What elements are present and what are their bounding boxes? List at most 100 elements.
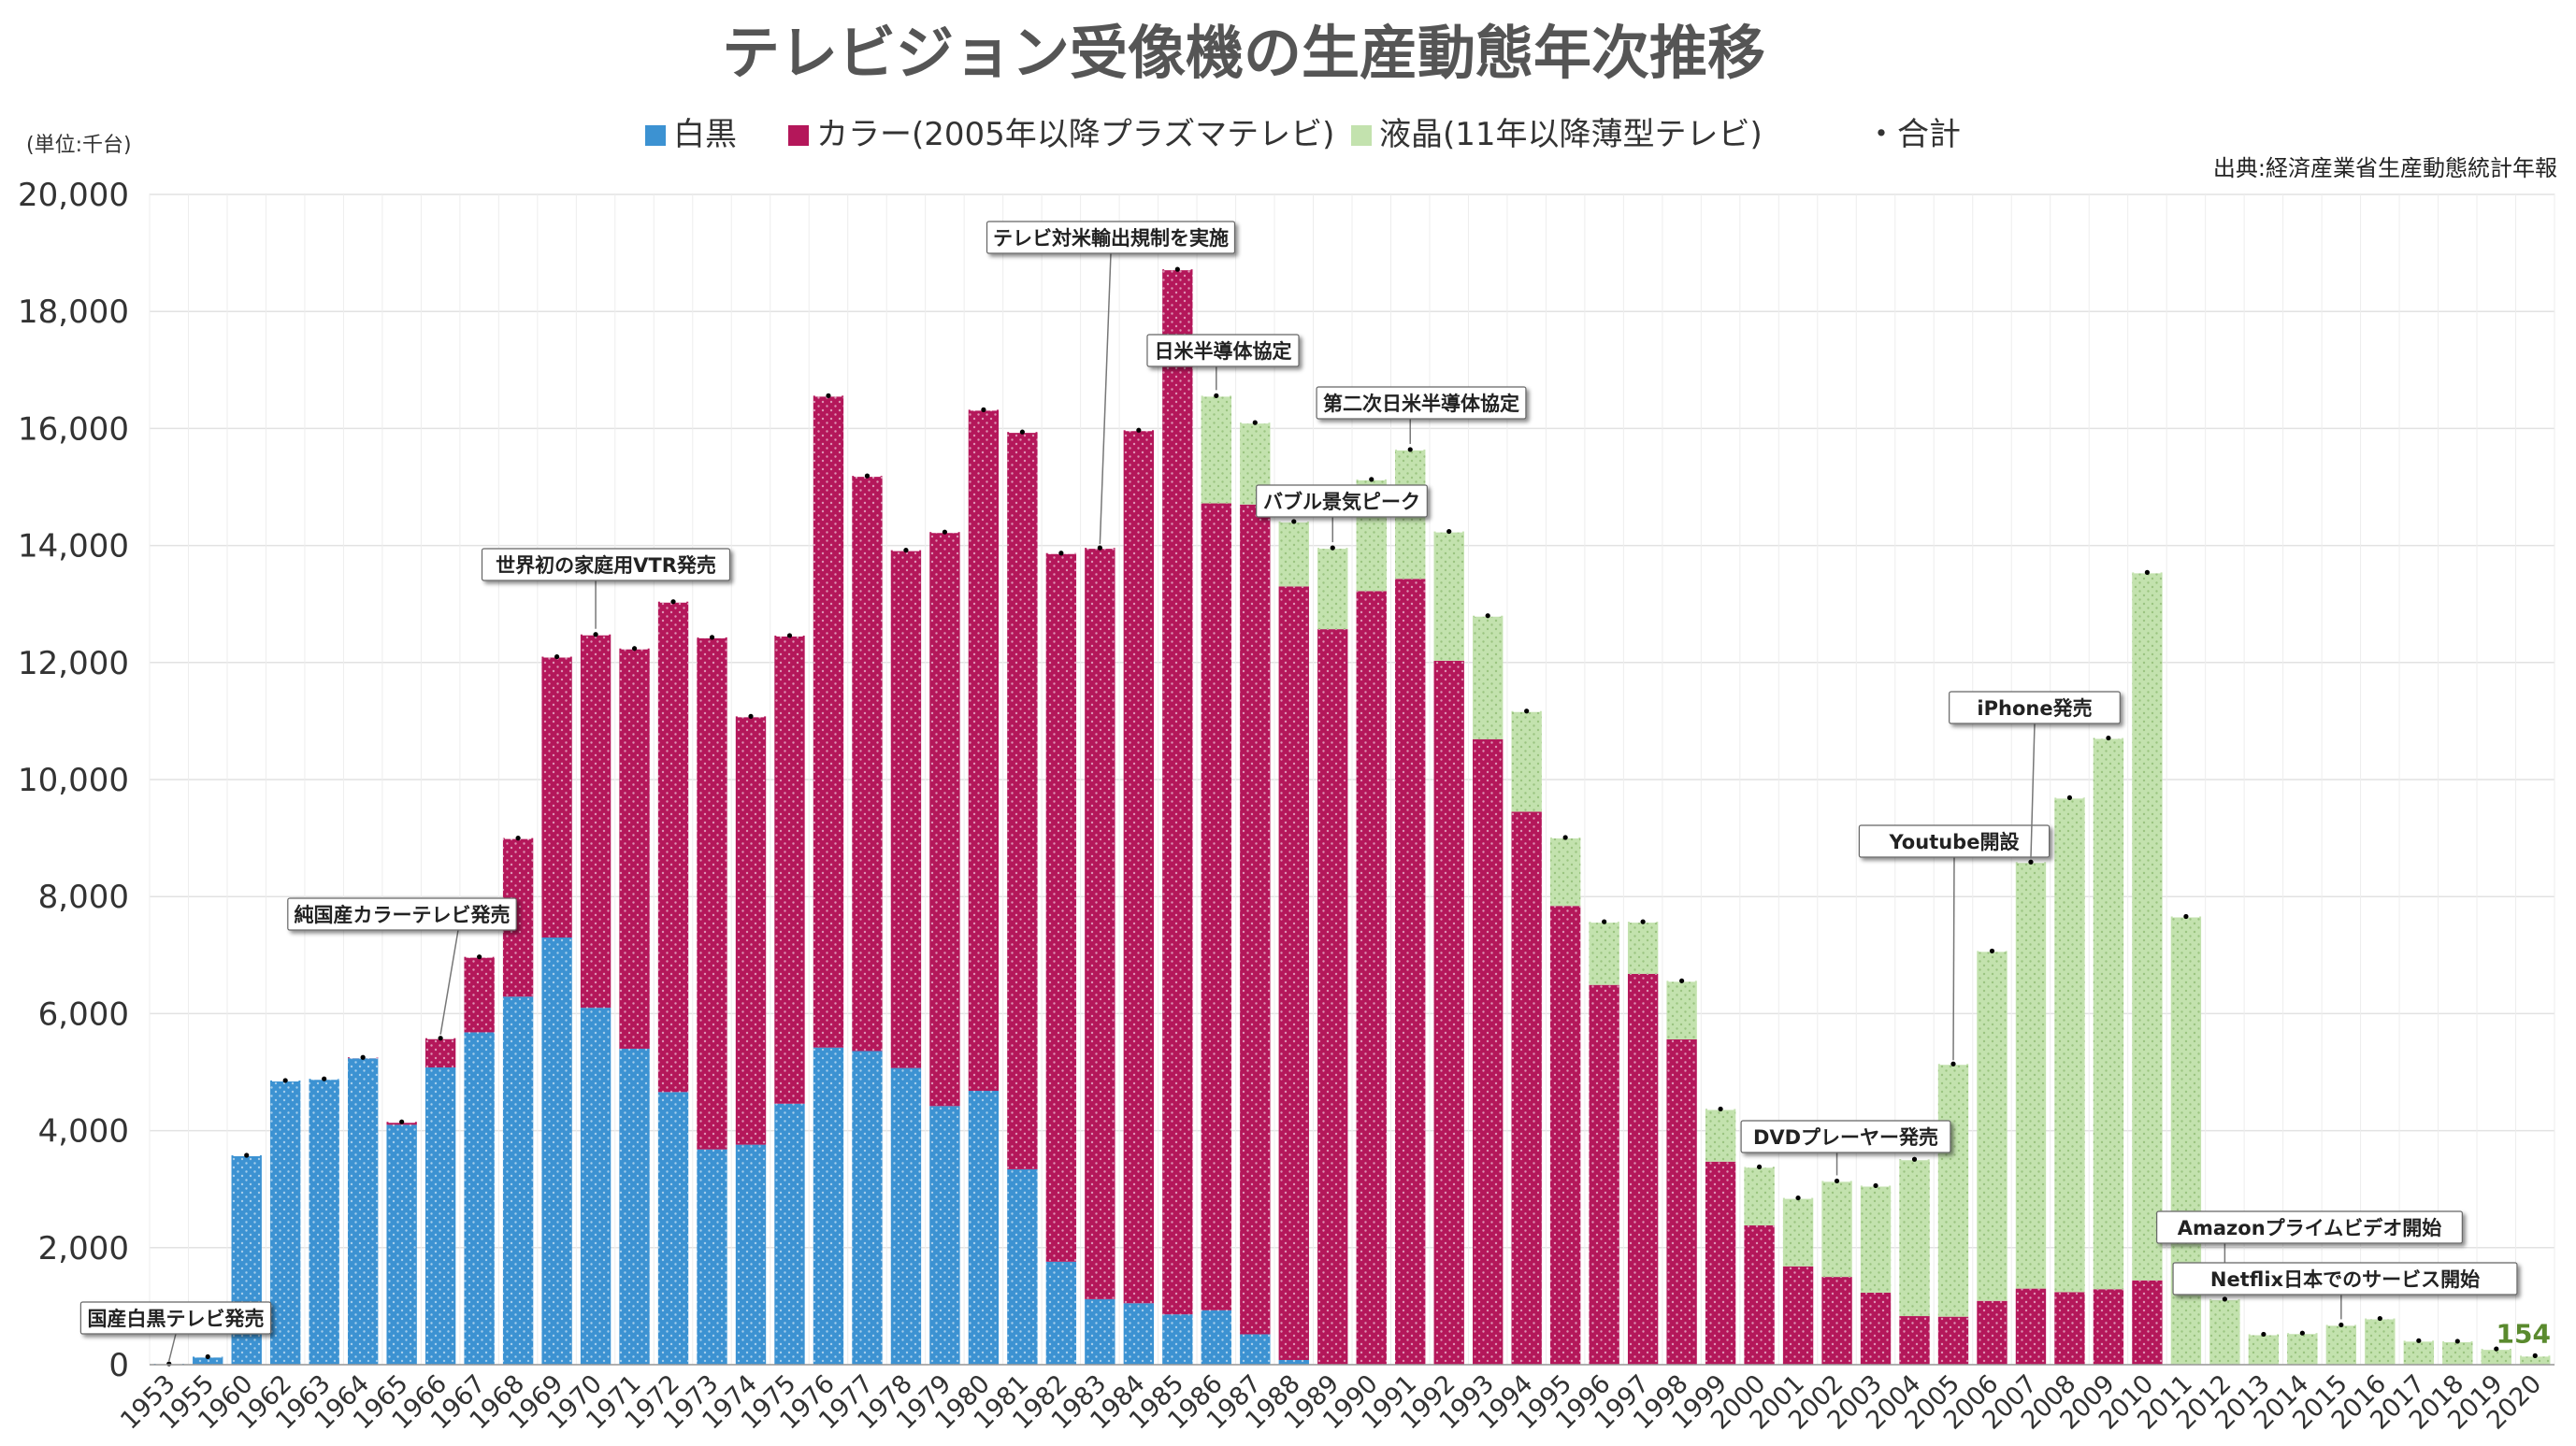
bar-lcd-texture bbox=[2481, 1349, 2511, 1365]
bar-bw-texture bbox=[347, 1058, 379, 1365]
total-marker bbox=[166, 1361, 172, 1367]
bar-lcd-texture bbox=[1549, 837, 1581, 907]
y-tick-label: 10,000 bbox=[18, 762, 129, 799]
bar-color-texture bbox=[1977, 1300, 2008, 1365]
bar-lcd-texture bbox=[1705, 1109, 1736, 1162]
bar-color-texture bbox=[1511, 811, 1542, 1365]
bar-color-texture bbox=[1666, 1038, 1697, 1365]
bar-color-texture bbox=[1045, 552, 1077, 1262]
annotation-box bbox=[481, 548, 731, 581]
chart-title: テレビジョン受像機の生産動態年次推移 bbox=[722, 19, 1765, 87]
bar-bw-texture bbox=[309, 1079, 339, 1365]
bar-bw-texture bbox=[929, 1106, 960, 1365]
bar-color-texture bbox=[1744, 1225, 1775, 1365]
total-marker bbox=[1097, 545, 1102, 551]
bar-lcd-texture bbox=[1589, 922, 1619, 985]
bar-color-texture bbox=[541, 656, 572, 938]
total-marker bbox=[2377, 1315, 2382, 1322]
total-marker bbox=[1524, 709, 1530, 714]
y-tick-label: 16,000 bbox=[18, 410, 129, 448]
annotation-text: 国産白黒テレビ発売 bbox=[88, 1308, 265, 1330]
annotation-callout: 第二次日米半導体協定 bbox=[1316, 386, 1527, 444]
bar-bw-texture bbox=[697, 1149, 727, 1365]
annotation-text: 世界初の家庭用VTR発売 bbox=[496, 554, 716, 577]
y-tick-label: 14,000 bbox=[18, 528, 129, 566]
annotation-box bbox=[1146, 334, 1300, 367]
annotation-callout: 純国産カラーテレビ発売 bbox=[287, 897, 517, 1035]
total-marker bbox=[1640, 919, 1646, 924]
bar-lcd-texture bbox=[1744, 1167, 1775, 1226]
bar-bw-texture bbox=[1045, 1261, 1077, 1365]
total-marker bbox=[2532, 1353, 2538, 1358]
total-marker bbox=[1562, 835, 1568, 840]
bar-color-texture bbox=[774, 636, 805, 1104]
bar-lcd-texture bbox=[2015, 862, 2047, 1289]
total-marker bbox=[1446, 528, 1452, 535]
annotation-text: Youtube開設 bbox=[1889, 831, 2021, 853]
bar-color-texture bbox=[1627, 973, 1659, 1365]
bar-lcd-texture bbox=[1821, 1181, 1852, 1278]
bar-color-texture bbox=[1937, 1316, 1969, 1365]
bar-bw-texture bbox=[890, 1067, 922, 1365]
total-marker bbox=[748, 713, 754, 719]
bar-color-texture bbox=[425, 1038, 456, 1067]
y-tick-label: 20,000 bbox=[18, 177, 129, 214]
bar-color-texture bbox=[735, 716, 767, 1145]
bar-color-texture bbox=[1317, 629, 1348, 1365]
bar-bw-texture bbox=[1162, 1314, 1193, 1365]
total-marker bbox=[1989, 948, 1995, 954]
y-tick-label: 8,000 bbox=[38, 879, 129, 916]
unit-label: (単位:千台) bbox=[26, 134, 132, 157]
bar-color-texture bbox=[852, 476, 883, 1052]
annotation-callout: 国産白黒テレビ発売 bbox=[79, 1301, 272, 1362]
bar-bw-texture bbox=[1123, 1303, 1155, 1365]
legend-item: カラー(2005年以降プラズマテレビ) bbox=[788, 116, 1334, 153]
x-axis: 1953195519601962196319641965196619671968… bbox=[115, 1364, 2554, 1436]
bar-lcd-texture bbox=[2520, 1355, 2551, 1365]
bar-color-texture bbox=[1549, 906, 1581, 1365]
total-marker bbox=[1485, 613, 1490, 619]
y-tick-label: 4,000 bbox=[38, 1113, 129, 1151]
annotation-text: 日米半導体協定 bbox=[1155, 340, 1292, 363]
bar-color-texture bbox=[1473, 738, 1504, 1365]
total-marker bbox=[1718, 1106, 1723, 1112]
bar-color-texture bbox=[1821, 1277, 1852, 1365]
total-marker bbox=[593, 632, 598, 637]
bar-color-texture bbox=[1705, 1161, 1736, 1365]
annotation-text: バブル景気ピーク bbox=[1263, 491, 1420, 513]
bar-lcd-texture bbox=[2248, 1334, 2280, 1365]
total-marker bbox=[477, 954, 482, 960]
annotation-callout: 世界初の家庭用VTR発売 bbox=[481, 548, 731, 629]
bar-lcd-texture bbox=[2093, 737, 2124, 1290]
bar-color-texture bbox=[1085, 548, 1115, 1299]
total-marker bbox=[399, 1119, 405, 1124]
bar-color-texture bbox=[697, 637, 727, 1150]
total-marker bbox=[709, 635, 715, 640]
total-marker bbox=[1252, 420, 1258, 425]
bar-lcd-texture bbox=[1278, 521, 1309, 587]
annotation-text: Netflix日本でのサービス開始 bbox=[2210, 1268, 2480, 1291]
total-marker bbox=[2066, 795, 2073, 801]
source-label: 出典:経済産業省生産動態統計年報 bbox=[2213, 155, 2557, 181]
legend-label: 液晶(11年以降薄型テレビ) bbox=[1379, 116, 1763, 153]
bar-bw-texture bbox=[193, 1356, 223, 1365]
total-marker bbox=[2183, 913, 2189, 920]
bar-lcd-texture bbox=[2442, 1340, 2473, 1365]
y-tick-label: 6,000 bbox=[38, 995, 129, 1033]
annotation-text: 第二次日米半導体協定 bbox=[1323, 393, 1519, 415]
total-marker bbox=[631, 646, 638, 651]
legend-label: 白黒 bbox=[673, 116, 737, 153]
annotation-text: DVDプレーヤー発売 bbox=[1753, 1126, 1938, 1149]
bar-lcd-texture bbox=[2287, 1333, 2318, 1365]
y-tick-label: 18,000 bbox=[18, 293, 129, 331]
bar-color-texture bbox=[1782, 1266, 1814, 1365]
annotation-box bbox=[1740, 1120, 1951, 1153]
bar-color-texture bbox=[813, 395, 844, 1048]
total-marker bbox=[864, 473, 871, 479]
bar-bw-texture bbox=[541, 938, 572, 1365]
bar-color-texture bbox=[580, 634, 612, 1009]
bar-bw-texture bbox=[464, 1032, 495, 1365]
bar-bw-texture bbox=[1278, 1359, 1309, 1365]
bar-lcd-texture bbox=[2325, 1324, 2357, 1365]
annotation-text: Amazonプライムビデオ開始 bbox=[2178, 1217, 2442, 1239]
